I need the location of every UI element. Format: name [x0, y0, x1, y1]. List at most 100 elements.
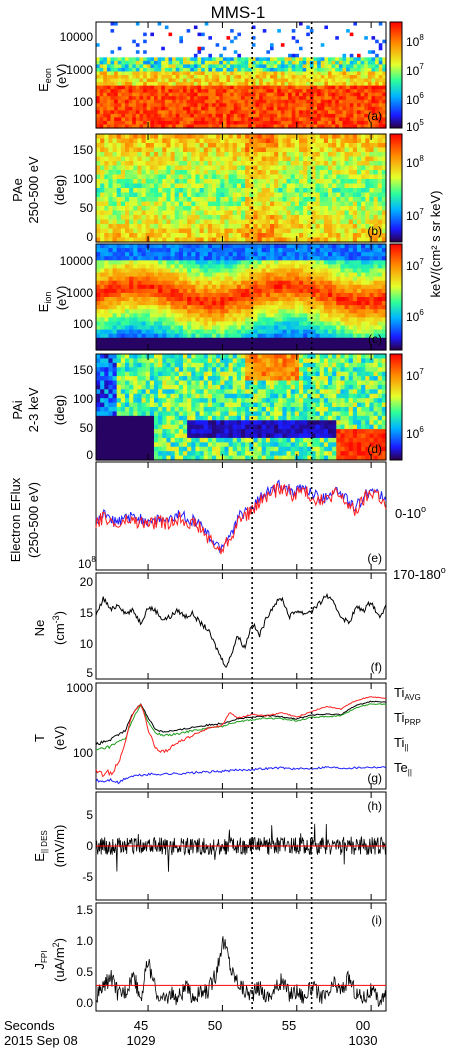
ylabel-g: T	[32, 734, 47, 742]
ylabel-d-0: PAi	[10, 400, 25, 419]
cbar-tick-c-0: 107	[406, 257, 424, 273]
cbar-tick-a-0: 108	[406, 33, 424, 49]
cbar-tick-b-1: 107	[406, 207, 424, 223]
cbar-tick-a-2: 106	[406, 91, 424, 107]
ytick-d-1: 100	[73, 392, 93, 406]
ytick-h-2: -5	[82, 870, 93, 884]
ylabel-unit-c: (eV)	[54, 286, 69, 311]
sec-tick-55: 55	[282, 1018, 296, 1033]
legend-e-blue: 0-10o	[395, 504, 426, 521]
colorbar-a	[389, 21, 403, 129]
ylabel-unit-g: (eV)	[52, 726, 67, 751]
ytick-f-0: 20	[80, 575, 94, 589]
series-te-par	[95, 765, 387, 785]
min-tick-1030: 1030	[349, 1033, 378, 1048]
ylabel-a: Eeon	[36, 68, 53, 92]
ytick-f-3: 5	[86, 666, 93, 680]
ytick-b-3: 0	[86, 230, 93, 244]
ylabel-d-2: (deg)	[52, 395, 67, 425]
figure-title: MMS-1	[211, 3, 266, 22]
colorbar-unit: keV/(cm² s sr keV)	[428, 191, 443, 298]
ytick-a-1: 1000	[66, 63, 93, 77]
panel-label-e: (e)	[367, 551, 382, 565]
footer-seconds-label: Seconds	[4, 1018, 55, 1033]
panel-label-d: (d)	[367, 442, 382, 456]
ylabel-e-1: (250-500 eV)	[26, 482, 41, 558]
series-epar	[95, 823, 387, 872]
ytick-d-3: 0	[86, 448, 93, 462]
ylabel-unit-i: (uA/m2)	[51, 938, 67, 982]
ytick-d-2: 50	[80, 421, 94, 435]
ytick-b-0: 150	[73, 143, 93, 157]
heatmap-b	[96, 134, 387, 243]
ylabel-h: E|| DES	[32, 830, 49, 862]
ytick-b-2: 50	[80, 201, 94, 215]
heatmap-d	[96, 354, 387, 461]
ytick-h-1: 0	[86, 839, 93, 853]
legend-g-2: Ti||	[394, 735, 409, 752]
min-tick-1029: 1029	[127, 1033, 156, 1048]
ytick-i-1: 1.0	[76, 934, 93, 948]
panel-b: PAe 250-500 eV (deg) 150 100 50 0 (b) 10…	[10, 133, 424, 244]
heatmap-c	[96, 244, 387, 351]
ytick-a-0: 10000	[60, 30, 94, 44]
panel-label-b: (b)	[367, 224, 382, 238]
panel-c: Eion (eV) 10000 1000 100 (c) 107 106	[36, 243, 424, 351]
colorbar-c	[389, 243, 403, 351]
ylabel-i: JFPI	[32, 951, 49, 970]
colorbar-d	[389, 353, 403, 461]
cbar-tick-d-1: 106	[406, 425, 424, 441]
ylabel-e-0: Electron EFlux	[8, 477, 23, 562]
legend-g-1: TiPRP	[394, 710, 421, 727]
ytick-i-3: 0.0	[76, 996, 93, 1010]
cbar-tick-a-3: 105	[406, 118, 424, 134]
colorbar-b	[389, 133, 403, 243]
ytick-c-2: 100	[73, 317, 93, 331]
sec-tick-50: 50	[208, 1018, 222, 1033]
ytick-g-1: 100	[73, 746, 93, 760]
ytick-f-2: 10	[80, 637, 94, 651]
ylabel-unit-a: (eV)	[54, 64, 69, 89]
ylabel-d-1: 2-3 keV	[26, 387, 41, 432]
plot-h	[95, 823, 387, 872]
series-ne	[95, 592, 387, 668]
cbar-tick-c-1: 106	[406, 308, 424, 324]
ylabel-unit-f: (cm-3)	[51, 611, 67, 645]
series-red-170-180	[95, 483, 387, 555]
panel-label-a: (a)	[367, 109, 382, 123]
sec-tick-45: 45	[134, 1018, 148, 1033]
ytick-i-2: 0.5	[76, 965, 93, 979]
panel-a: Eeon (eV) 10000 1000 100 (a) 108 107 106…	[36, 21, 424, 134]
panel-h: E|| DES (mV/m) 5 0 -5 (h)	[32, 791, 387, 901]
panel-label-h: (h)	[367, 799, 382, 813]
ylabel-unit-h: (mV/m)	[52, 825, 67, 868]
legend-e-red: 170-180o	[393, 565, 446, 582]
ylabel-b-0: PAe	[10, 178, 25, 202]
panel-g: T (eV) 1000 100 (g) TiAVG TiPRP Ti|| Te|…	[32, 681, 421, 790]
panel-e: Electron EFlux (250-500 eV) 108 (e) 0-10…	[8, 461, 446, 582]
cbar-tick-d-0: 107	[406, 367, 424, 383]
plot-e	[95, 479, 387, 555]
ylabel-f: Ne	[32, 620, 47, 637]
series-jfpi	[95, 936, 387, 1008]
footer-date-label: 2015 Sep 08	[4, 1033, 78, 1048]
ytick-c-1: 1000	[66, 286, 93, 300]
plot-g	[95, 696, 387, 785]
x-ticks	[147, 22, 372, 1011]
cbar-tick-b-0: 108	[406, 154, 424, 170]
panel-d: PAi 2-3 keV (deg) 150 100 50 0 (d) 107 1…	[10, 353, 424, 462]
series-ti-avg	[95, 700, 387, 746]
heatmap-a	[96, 22, 387, 129]
panel-label-c: (c)	[368, 332, 382, 346]
ytick-c-0: 10000	[60, 254, 94, 268]
ytick-h-0: 5	[86, 808, 93, 822]
ylabel-b-1: 250-500 eV	[26, 156, 41, 224]
cbar-tick-a-1: 107	[406, 62, 424, 78]
legend-g-0: TiAVG	[394, 685, 421, 702]
ytick-d-0: 150	[73, 363, 93, 377]
legend-g-3: Te||	[394, 760, 412, 777]
panel-i: JFPI (uA/m2) 1.5 1.0 0.5 0.0 (i)	[32, 902, 387, 1012]
ytick-a-2: 100	[73, 95, 93, 109]
sec-tick-00: 00	[356, 1018, 370, 1033]
